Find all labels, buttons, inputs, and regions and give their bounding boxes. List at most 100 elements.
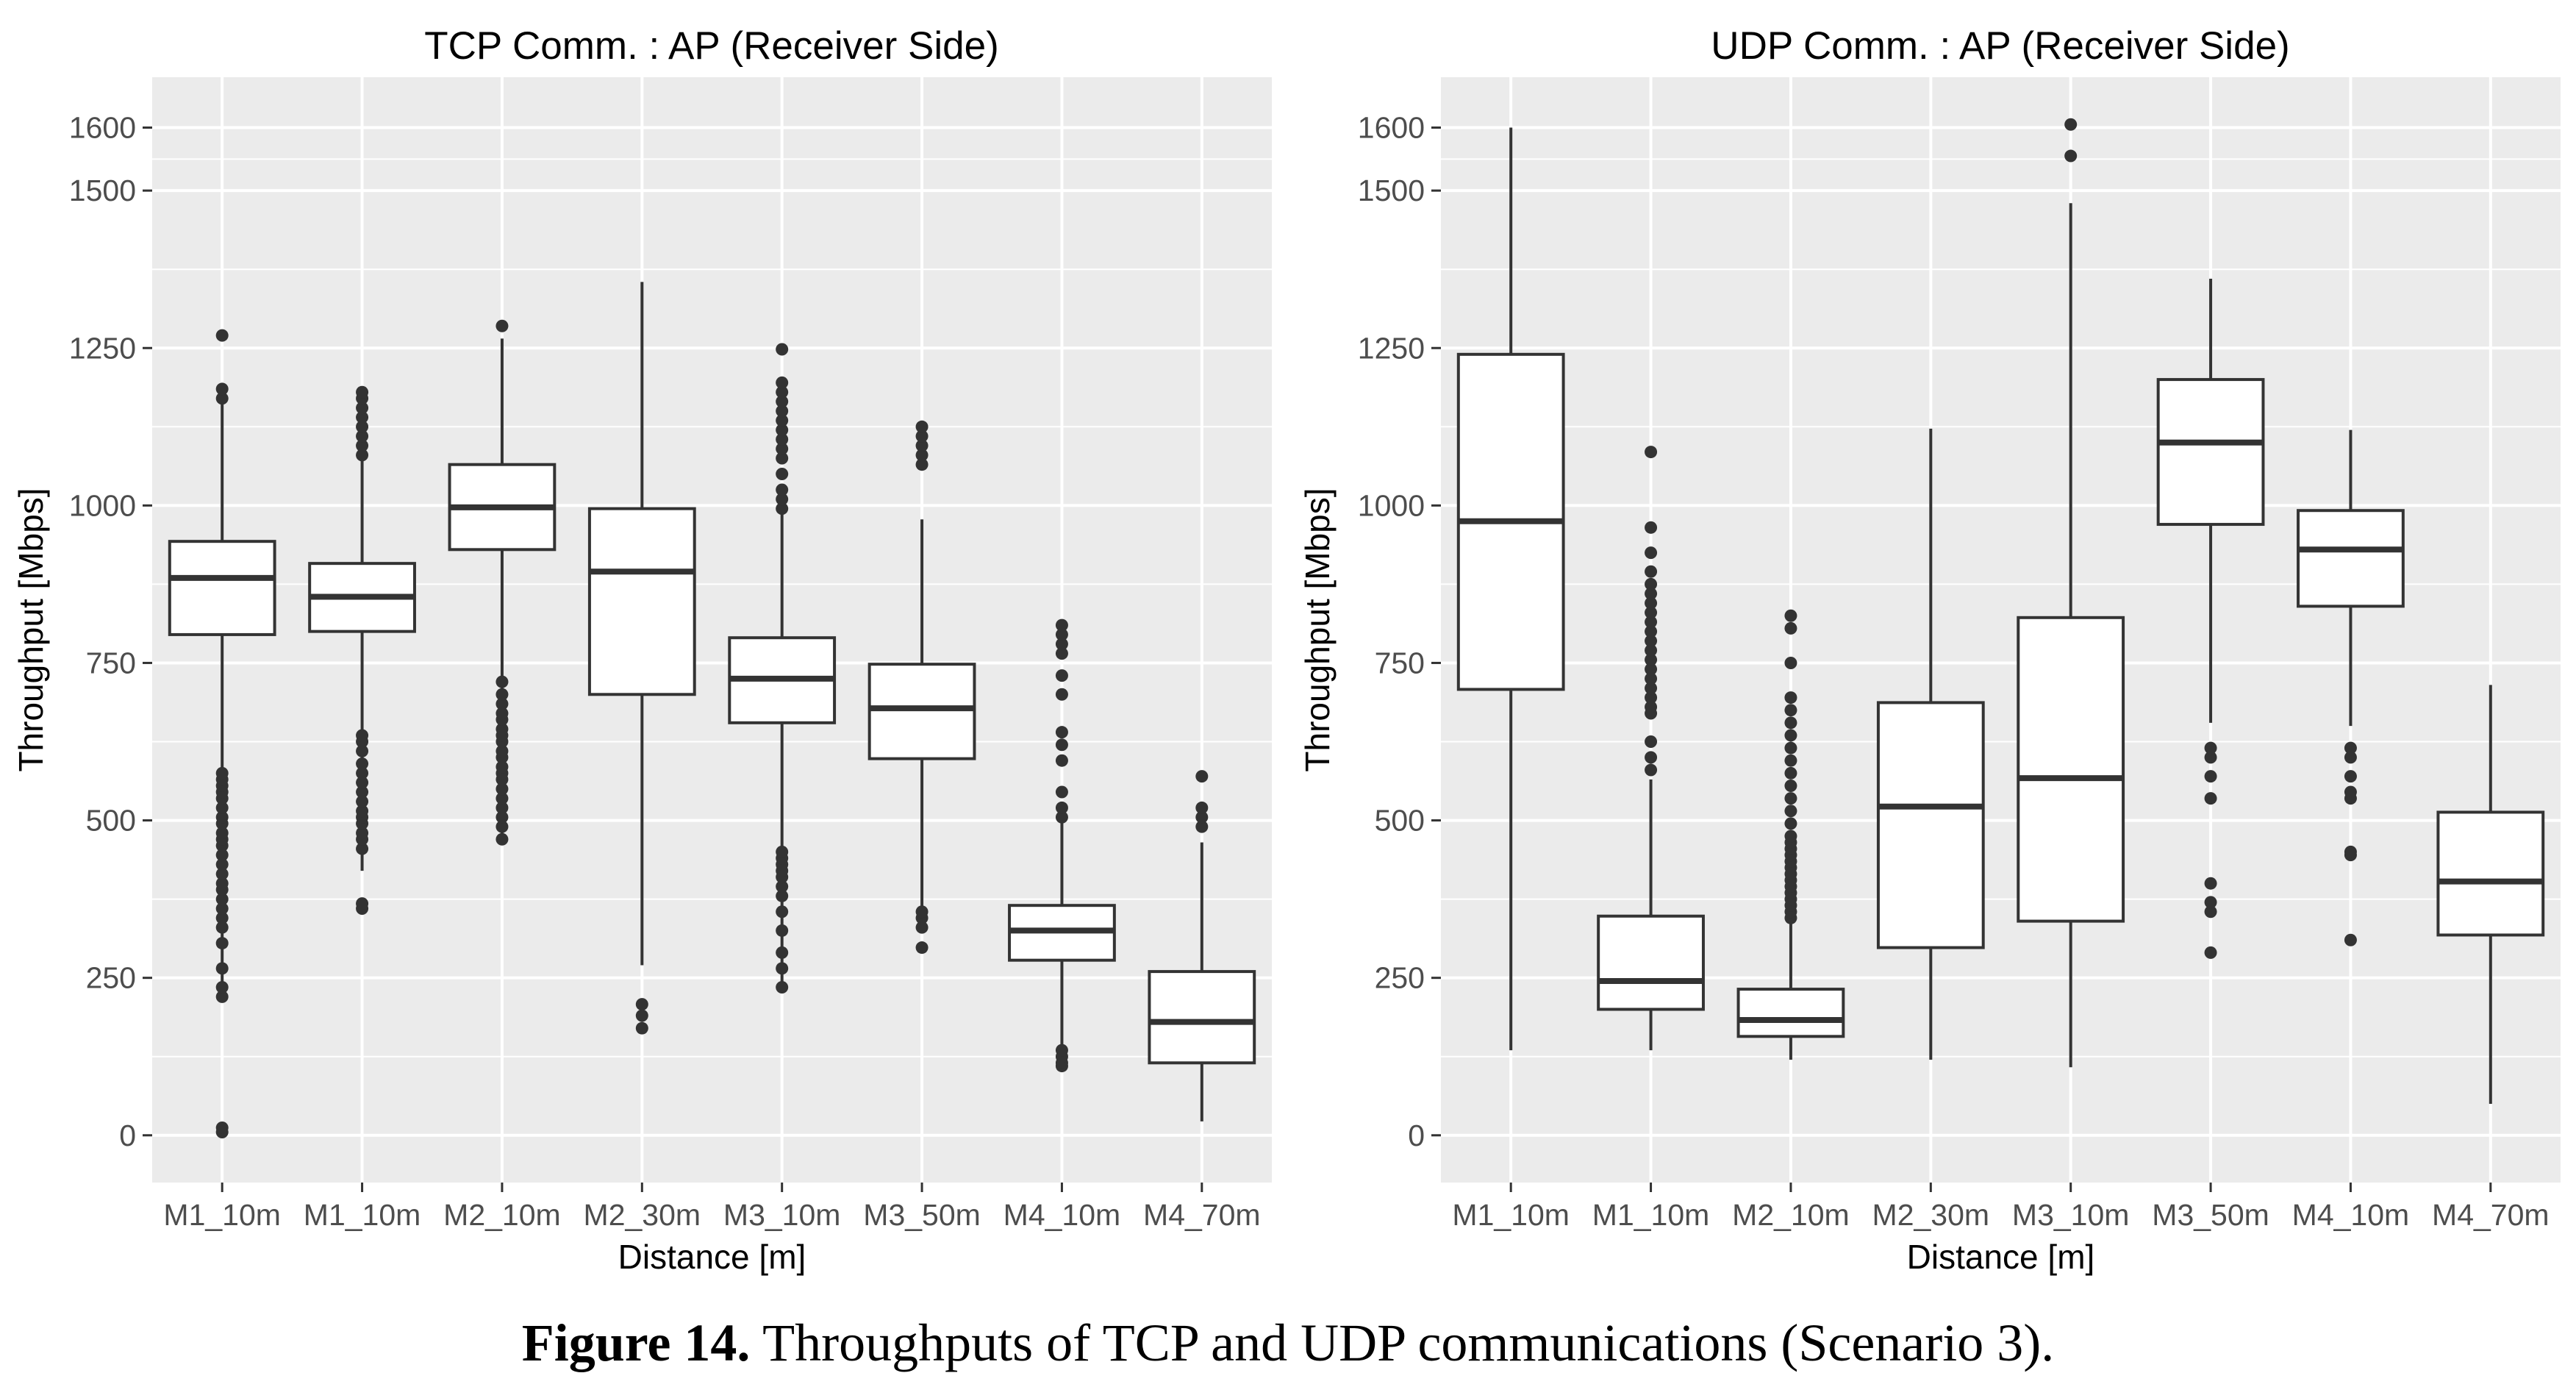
outlier-point <box>356 449 369 462</box>
outlier-point <box>776 962 789 975</box>
outlier-point <box>1195 810 1209 824</box>
outlier-point <box>776 502 789 516</box>
chart-0-y-axis-title: Throughput [Mbps] <box>12 488 50 771</box>
outlier-point <box>1055 638 1068 651</box>
outlier-point <box>215 981 229 994</box>
outlier-point <box>2064 118 2078 131</box>
outlier-point <box>1055 810 1068 824</box>
outlier-point <box>2344 845 2357 858</box>
outlier-point <box>776 376 789 389</box>
chart-1-y-tick-label: 1250 <box>1358 331 1425 365</box>
chart-0-y-tick-label: 0 <box>119 1119 136 1152</box>
outlier-point <box>1784 830 1797 843</box>
outlier-point <box>776 880 789 893</box>
chart-1-box-7 <box>2436 685 2545 1104</box>
outlier-point <box>776 493 789 506</box>
outlier-point <box>495 722 509 735</box>
chart-1-y-tick-label: 1000 <box>1358 488 1425 522</box>
outlier-point <box>1645 634 1658 647</box>
outlier-point <box>215 392 229 405</box>
outlier-point <box>1645 616 1658 629</box>
outlier-point <box>495 832 509 846</box>
chart-0-x-tick-label: M2_30m <box>584 1198 701 1232</box>
outlier-point <box>776 905 789 919</box>
outlier-point <box>495 782 509 796</box>
outlier-point <box>356 785 369 799</box>
outlier-point <box>776 414 789 427</box>
chart-1-x-tick-label: M3_50m <box>2152 1198 2269 1232</box>
outlier-point <box>776 343 789 356</box>
outlier-point <box>356 420 369 433</box>
chart-0-box-6 <box>1008 618 1116 1073</box>
outlier-point <box>1195 770 1209 783</box>
outlier-point <box>356 766 369 780</box>
outlier-point <box>495 820 509 833</box>
chart-1-x-tick-label: M3_10m <box>2012 1198 2130 1232</box>
outlier-point <box>356 385 369 399</box>
box-iqr <box>587 507 696 696</box>
outlier-point <box>356 757 369 770</box>
outlier-point <box>776 845 789 858</box>
outlier-point <box>495 707 509 720</box>
outlier-point <box>1645 643 1658 657</box>
outlier-point <box>1645 565 1658 578</box>
outlier-point <box>495 688 509 701</box>
tcp-chart: 0 250 500 750 1000 1250 1500 1600 M1_10m M1_10m M2… <box>12 24 1272 1276</box>
outlier-point <box>1784 729 1797 742</box>
outlier-point <box>215 766 229 780</box>
outlier-point <box>215 827 229 840</box>
outlier-point <box>2204 877 2217 890</box>
outlier-point <box>2344 933 2357 946</box>
outlier-point <box>2204 946 2217 959</box>
chart-1-y-tick-label: 500 <box>1375 804 1425 838</box>
chart-1-box-2 <box>1736 609 1845 1060</box>
outlier-point <box>1645 625 1658 638</box>
outlier-point <box>495 744 509 757</box>
outlier-point <box>215 893 229 906</box>
chart-1-title: UDP Comm. : AP (Receiver Side) <box>1711 24 2289 68</box>
outlier-point <box>1784 691 1797 705</box>
outlier-point <box>1055 785 1068 799</box>
outlier-point <box>915 449 929 462</box>
outlier-point <box>2344 751 2357 764</box>
chart-0-x-axis-title: Distance [m] <box>618 1238 806 1276</box>
chart-1-box-1 <box>1597 446 1705 1051</box>
outlier-point <box>2064 149 2078 163</box>
outlier-point <box>1645 577 1658 591</box>
chart-1-box-5 <box>2156 279 2265 959</box>
outlier-point <box>1784 621 1797 635</box>
outlier-point <box>215 911 229 924</box>
outlier-point <box>356 776 369 789</box>
outlier-point <box>495 697 509 710</box>
chart-0-x-tick-label: M3_10m <box>723 1198 841 1232</box>
outlier-point <box>1645 663 1658 676</box>
outlier-point <box>915 420 929 433</box>
outlier-point <box>1645 700 1658 713</box>
outlier-point <box>2204 896 2217 909</box>
outlier-point <box>215 937 229 950</box>
outlier-point <box>1645 596 1658 610</box>
outlier-point <box>776 452 789 465</box>
box-iqr <box>1736 988 1845 1038</box>
chart-0-x-tick-label: M4_70m <box>1143 1198 1261 1232</box>
outlier-point <box>915 941 929 955</box>
outlier-point <box>495 792 509 805</box>
chart-1-box-6 <box>2297 429 2405 946</box>
outlier-point <box>215 801 229 814</box>
chart-0-x-tick-label: M2_10m <box>443 1198 561 1232</box>
outlier-point <box>2204 770 2217 783</box>
chart-0-box-7 <box>1148 770 1256 1121</box>
chart-1-x-axis-title: Distance [m] <box>1907 1238 2095 1276</box>
chart-1-x-tick-label: M1_10m <box>1592 1198 1710 1232</box>
outlier-point <box>356 827 369 840</box>
outlier-point <box>776 395 789 408</box>
chart-1-box-4 <box>2017 118 2125 1068</box>
outlier-point <box>776 981 789 994</box>
outlier-point <box>495 801 509 814</box>
outlier-point <box>215 962 229 975</box>
chart-0-y-tick-label: 250 <box>86 961 136 995</box>
box-iqr <box>1148 970 1256 1065</box>
chart-0-y-tick-label: 1250 <box>69 331 136 365</box>
outlier-point <box>2344 741 2357 755</box>
box-iqr <box>1597 914 1705 1011</box>
